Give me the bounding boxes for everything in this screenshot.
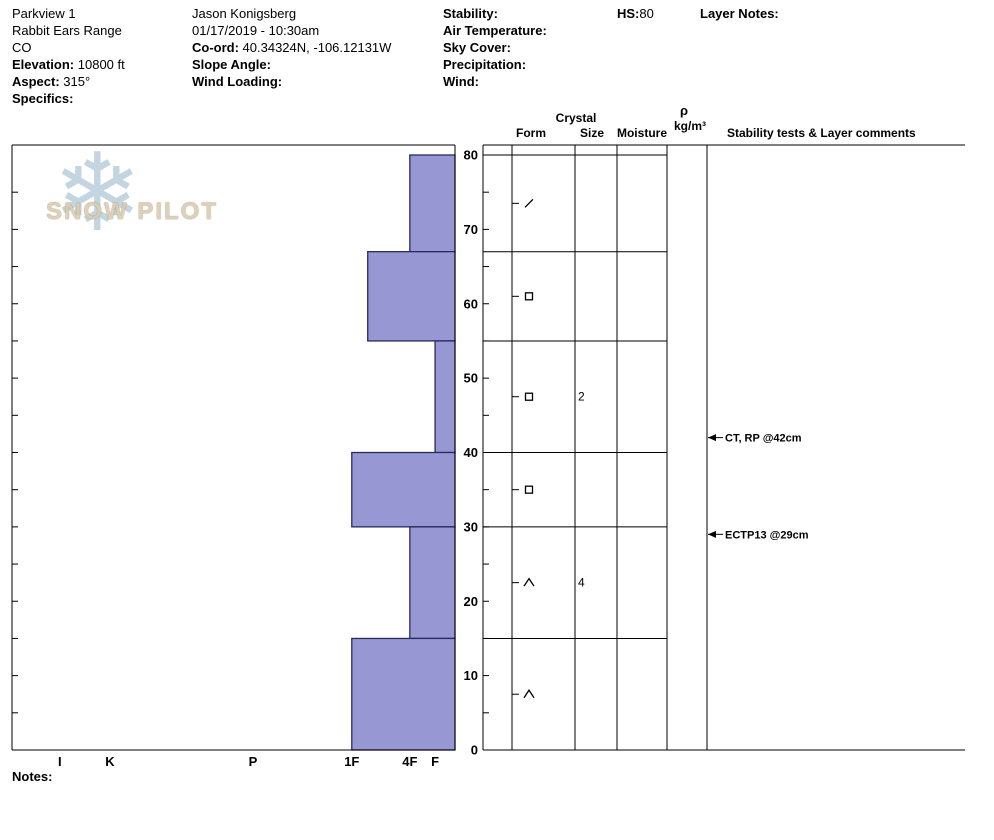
grain-symbol-decomposing-fragments-slash-layer-0: [524, 198, 534, 208]
grain-symbol-depth-hoar-caret-layer-4: [523, 577, 535, 587]
depth-label-10: 10: [464, 668, 478, 683]
field-hs: HS:80: [617, 6, 654, 21]
notes-label: Notes:: [12, 769, 53, 784]
header-site-info: Parkview 1 Rabbit Ears Range CO Elevatio…: [12, 5, 125, 107]
field-wind: Wind:: [443, 74, 483, 89]
hardness-label-P: P: [249, 754, 258, 769]
grain-symbol-facets-square-layer-3: [524, 485, 534, 494]
field-air-temperature: Air Temperature:: [443, 23, 551, 38]
grain-symbol-facets-square-layer-1: [524, 292, 534, 301]
depth-label-40: 40: [464, 445, 478, 460]
depth-label-70: 70: [464, 222, 478, 237]
hardness-bar-layer-1: [367, 251, 456, 342]
hardness-label-I: I: [58, 754, 62, 769]
grain-symbol-facets-square-layer-2: [524, 392, 534, 401]
hardness-label-K: K: [105, 754, 115, 769]
field-coordinates: Co-ord: 40.34324N, -106.12131W: [192, 40, 392, 55]
hardness-bar-layer-2: [434, 340, 456, 454]
panel-header-density-rho: ρ: [680, 103, 688, 118]
hardness-bar-layer-3: [351, 451, 456, 528]
depth-label-60: 60: [464, 296, 478, 311]
panel-header-crystal: Crystal: [556, 111, 597, 125]
header-hs: HS:80: [617, 5, 654, 22]
hardness-bar-layer-5: [351, 637, 456, 751]
depth-label-0: 0: [471, 743, 478, 758]
depth-label-30: 30: [464, 519, 478, 534]
hardness-bar-layer-0: [409, 154, 456, 253]
header-layer-notes: Layer Notes:: [700, 5, 779, 22]
field-observer: Jason Konigsberg: [192, 6, 297, 21]
field-state: CO: [12, 40, 32, 55]
field-sky-cover: Sky Cover:: [443, 40, 515, 55]
field-pit-name: Parkview 1: [12, 6, 76, 21]
header-conditions: Stability: Air Temperature: Sky Cover: P…: [443, 5, 550, 90]
field-slope-angle: Slope Angle:: [192, 57, 275, 72]
field-specifics: Specifics:: [12, 91, 78, 106]
header-observer-info: Jason Konigsberg 01/17/2019 - 10:30am Co…: [192, 5, 391, 90]
field-stability: Stability:: [443, 6, 502, 21]
depth-label-20: 20: [464, 594, 478, 609]
panel-header-moisture: Moisture: [617, 126, 667, 140]
test-label-1: ECTP13 @29cm: [725, 529, 809, 541]
panel-header-density-units: kg/m³: [674, 119, 706, 133]
depth-label-80: 80: [464, 148, 478, 163]
hardness-label-1F: 1F: [344, 754, 359, 769]
field-elevation: Elevation: 10800 ft: [12, 57, 125, 72]
panel-header-form: Form: [516, 126, 546, 140]
hardness-bar-layer-4: [409, 526, 456, 640]
grain-size-layer-4: 4: [578, 576, 585, 590]
grain-size-layer-2: 2: [578, 390, 585, 404]
depth-label-50: 50: [464, 371, 478, 386]
field-datetime: 01/17/2019 - 10:30am: [192, 23, 320, 38]
field-aspect: Aspect: 315°: [12, 74, 91, 89]
hardness-label-4F: 4F: [402, 754, 417, 769]
test-label-0: CT, RP @42cm: [725, 433, 802, 445]
panel-header-comments: Stability tests & Layer comments: [727, 126, 916, 140]
field-range: Rabbit Ears Range: [12, 23, 122, 38]
field-layer-notes: Layer Notes:: [700, 6, 779, 21]
field-precipitation: Precipitation:: [443, 57, 530, 72]
grain-symbol-depth-hoar-caret-layer-5: [523, 689, 535, 699]
field-wind-loading: Wind Loading:: [192, 74, 286, 89]
hardness-label-F: F: [431, 754, 439, 769]
panel-header-size: Size: [580, 126, 604, 140]
